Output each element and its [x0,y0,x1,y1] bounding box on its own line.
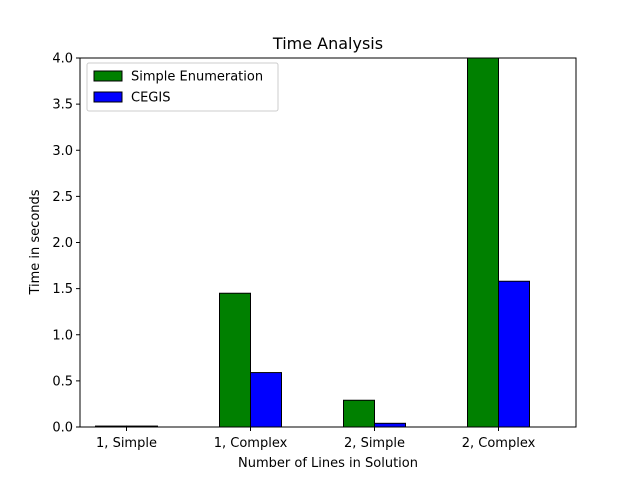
bar-cegis-3 [498,280,530,428]
y-tick-label: 3.0 [52,144,73,159]
bar-cegis-1 [250,372,282,428]
legend-label-cegis: CEGIS [131,91,170,106]
bar-simple-enumeration-2 [343,399,375,428]
chart-title: Time Analysis [272,34,383,53]
plot-area: 0.0 0.5 1.0 1.5 2.0 2.5 3.0 3.5 4.0 1, Simple 1, C… [52,52,577,451]
x-tick-label: 1, Simple [96,436,157,451]
y-tick-label: 1.0 [52,328,73,343]
bar-simple-enumeration-3 [467,57,499,428]
legend-swatch-cegis [93,91,123,103]
y-tick-label: 2.0 [52,236,73,251]
x-tick-label: 2, Simple [344,436,405,451]
legend: Simple Enumeration CEGIS [86,62,279,112]
x-tick-label: 2, Complex [462,436,536,451]
bar-cegis-2 [374,422,406,428]
x-axis-label: Number of Lines in Solution [238,456,418,471]
legend-label-simple-enumeration: Simple Enumeration [131,70,263,85]
y-tick-label: 0.0 [52,421,73,436]
y-tick-label: 2.5 [52,190,73,205]
bar-simple-enumeration-1 [219,292,251,428]
y-tick-label: 1.5 [52,282,73,297]
x-tick-label: 1, Complex [214,436,288,451]
y-tick-label: 3.5 [52,98,73,113]
y-tick-label: 0.5 [52,374,73,389]
legend-swatch-simple-enumeration [93,70,123,82]
y-axis-label: Time in seconds [28,189,43,295]
y-tick-label: 4.0 [52,52,73,67]
legend-box [86,62,279,112]
